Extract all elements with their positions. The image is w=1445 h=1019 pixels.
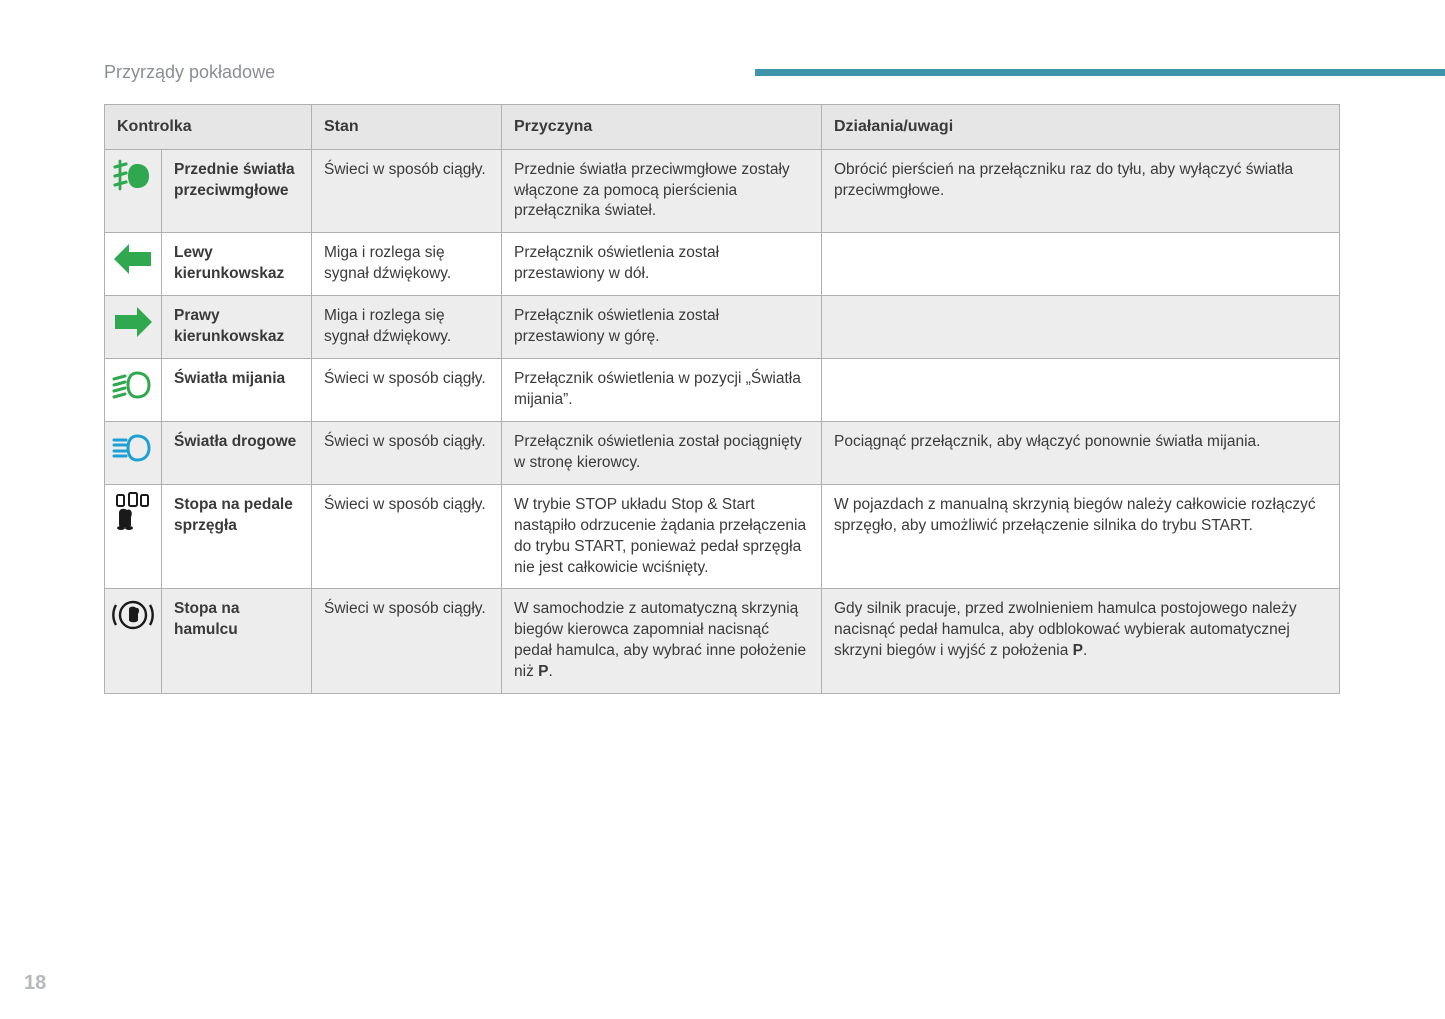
clutch-pedal-icon	[111, 491, 155, 531]
header-accent-bar	[755, 69, 1445, 76]
clutch-pedal-icon-cell	[105, 484, 162, 589]
indicator-cause: Przełącznik oświetlenia w pozycji „Świat…	[502, 359, 822, 422]
brake-foot-icon-cell	[105, 589, 162, 694]
indicator-state: Miga i rozlega się sygnał dźwiękowy.	[312, 296, 502, 359]
front-fog-light-icon	[111, 156, 155, 196]
indicator-label: Stopa na pedale sprzęgła	[162, 484, 312, 589]
section-title: Przyrządy pokładowe	[104, 62, 275, 83]
page-number: 18	[24, 972, 46, 995]
indicator-label: Światła drogowe	[162, 421, 312, 484]
table-row: Stopa na pedale sprzęgłaŚwieci w sposób …	[105, 484, 1340, 589]
indicator-cause: Przełącznik oświetlenia został przestawi…	[502, 233, 822, 296]
indicator-cause: Przednie światła przeciwmgłowe zostały w…	[502, 149, 822, 233]
indicator-cause: W samochodzie z automatyczną skrzynią bi…	[502, 589, 822, 694]
table-row: Światła mijaniaŚwieci w sposób ciągły.Pr…	[105, 359, 1340, 422]
table-row: Światła drogoweŚwieci w sposób ciągły.Pr…	[105, 421, 1340, 484]
brake-foot-icon	[111, 595, 155, 635]
indicator-label: Stopa na hamulcu	[162, 589, 312, 694]
indicator-state: Świeci w sposób ciągły.	[312, 484, 502, 589]
indicator-label: Przednie światła przeciwmgłowe	[162, 149, 312, 233]
indicator-action	[822, 296, 1340, 359]
page-header: Przyrządy pokładowe	[104, 62, 1445, 83]
table-row: Przednie światła przeciwmgłoweŚwieci w s…	[105, 149, 1340, 233]
indicator-state: Świeci w sposób ciągły.	[312, 359, 502, 422]
high-beam-icon	[111, 428, 155, 468]
indicator-action: Obrócić pierścień na przełączniku raz do…	[822, 149, 1340, 233]
indicator-action	[822, 359, 1340, 422]
low-beam-icon	[111, 365, 155, 405]
indicator-label: Prawy kierunkowskaz	[162, 296, 312, 359]
table-row: Lewy kierunkowskazMiga i rozlega się syg…	[105, 233, 1340, 296]
left-arrow-icon	[111, 239, 155, 279]
table-row: Prawy kierunkowskazMiga i rozlega się sy…	[105, 296, 1340, 359]
col-header-state: Stan	[312, 105, 502, 150]
left-arrow-icon-cell	[105, 233, 162, 296]
indicator-action: W pojazdach z manualną skrzynią biegów n…	[822, 484, 1340, 589]
indicator-label: Lewy kierunkowskaz	[162, 233, 312, 296]
high-beam-icon-cell	[105, 421, 162, 484]
indicator-state: Świeci w sposób ciągły.	[312, 421, 502, 484]
indicator-cause: W trybie STOP układu Stop & Start nastąp…	[502, 484, 822, 589]
indicator-state: Świeci w sposób ciągły.	[312, 589, 502, 694]
indicator-state: Miga i rozlega się sygnał dźwiękowy.	[312, 233, 502, 296]
low-beam-icon-cell	[105, 359, 162, 422]
front-fog-light-icon-cell	[105, 149, 162, 233]
indicator-action	[822, 233, 1340, 296]
indicator-table: Kontrolka Stan Przyczyna Działania/uwagi…	[104, 104, 1340, 694]
indicator-action: Pociągnąć przełącznik, aby włączyć ponow…	[822, 421, 1340, 484]
right-arrow-icon-cell	[105, 296, 162, 359]
col-header-action: Działania/uwagi	[822, 105, 1340, 150]
col-header-indicator: Kontrolka	[105, 105, 312, 150]
table-header-row: Kontrolka Stan Przyczyna Działania/uwagi	[105, 105, 1340, 150]
table-row: Stopa na hamulcuŚwieci w sposób ciągły.W…	[105, 589, 1340, 694]
right-arrow-icon	[111, 302, 155, 342]
indicator-state: Świeci w sposób ciągły.	[312, 149, 502, 233]
indicator-cause: Przełącznik oświetlenia został pociągnię…	[502, 421, 822, 484]
indicator-label: Światła mijania	[162, 359, 312, 422]
col-header-cause: Przyczyna	[502, 105, 822, 150]
indicator-action: Gdy silnik pracuje, przed zwolnieniem ha…	[822, 589, 1340, 694]
indicator-cause: Przełącznik oświetlenia został przestawi…	[502, 296, 822, 359]
